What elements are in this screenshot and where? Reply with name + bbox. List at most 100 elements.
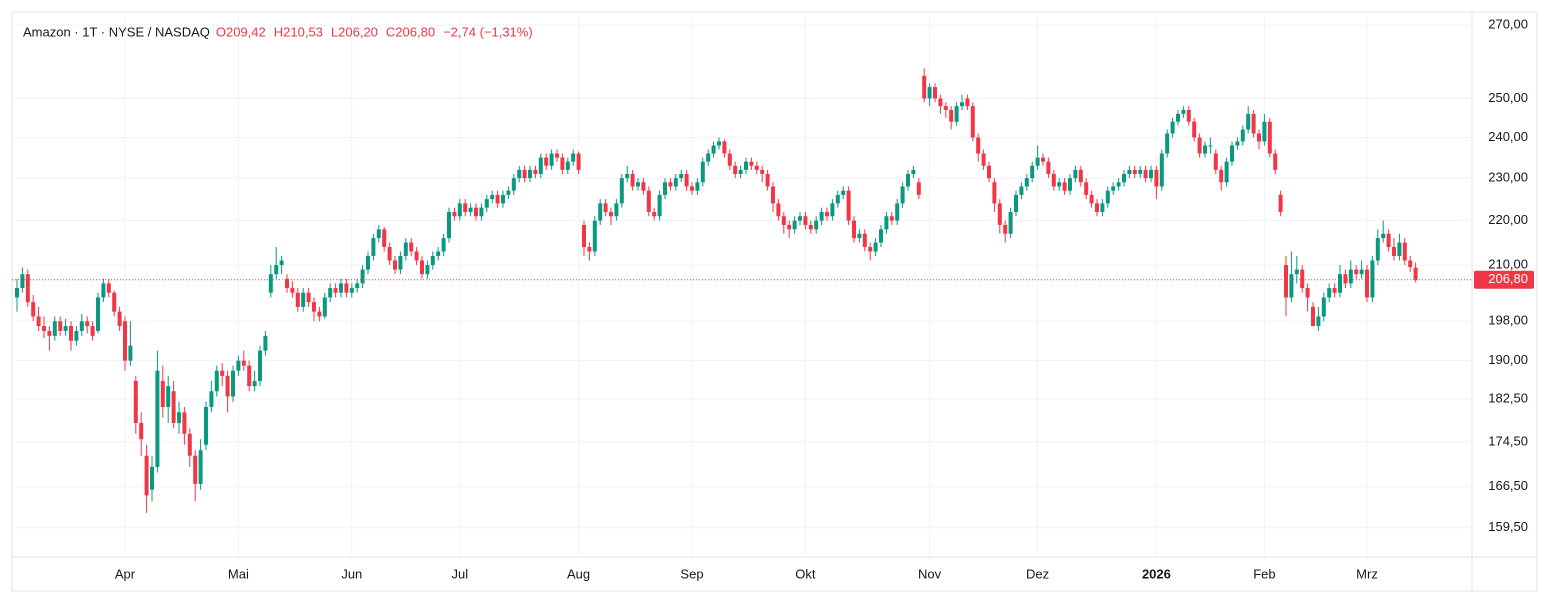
candle-body [652, 211, 657, 217]
candle-body [425, 265, 430, 275]
candle-body [673, 178, 678, 187]
candle-body [1035, 157, 1040, 166]
candle-body [711, 145, 716, 154]
candle-body [636, 182, 640, 187]
candle-body [501, 194, 505, 204]
candle-body [684, 173, 689, 187]
candle-body [862, 233, 867, 248]
candle-body [933, 87, 937, 99]
candle-body [1338, 274, 1342, 293]
candle-body [555, 153, 559, 158]
candle-body [1170, 121, 1175, 134]
x-tick-label: 2026 [1142, 566, 1171, 581]
candle-body [1316, 316, 1321, 327]
candle-body [123, 321, 127, 361]
candle-body [1284, 265, 1288, 298]
candle-body [587, 247, 592, 252]
candle-body [598, 203, 603, 221]
candle-body [495, 194, 500, 204]
candle-body [565, 161, 570, 170]
candle-body [906, 173, 910, 187]
candle-body [1019, 186, 1024, 195]
y-tick-label: 220,00 [1488, 212, 1528, 227]
candle-body [112, 292, 117, 312]
candle-body [1116, 182, 1121, 187]
candle-body [868, 247, 873, 252]
candle-body [457, 203, 462, 217]
last-price-label: 206,80 [1488, 271, 1528, 286]
candle-body [614, 203, 619, 217]
candle-body [1078, 169, 1083, 183]
candle-body [355, 283, 360, 289]
candle-body [679, 173, 684, 179]
candle-body [1224, 161, 1229, 183]
candle-body [960, 102, 964, 107]
candle-body [1354, 269, 1359, 275]
candle-body [1262, 121, 1267, 142]
candle-body [879, 229, 883, 243]
frame [11, 11, 1538, 592]
candle-body [1143, 169, 1148, 179]
chart-title: Amazon · 1T · NYSE / NASDAQ [23, 24, 210, 39]
y-tick-label: 159,50 [1488, 519, 1528, 534]
candle-body [938, 98, 943, 107]
candle-body [1041, 157, 1045, 162]
candle-body [668, 182, 673, 187]
candle-body [133, 380, 138, 423]
candle-body [106, 283, 111, 293]
candle-body [393, 260, 397, 270]
x-tick-label: Aug [567, 566, 590, 581]
candle-body [798, 216, 802, 221]
candle-body [722, 141, 727, 154]
candle-body [1197, 137, 1202, 154]
candle-body [409, 242, 414, 252]
candle-body [1105, 190, 1110, 204]
candle-body [582, 224, 586, 248]
candle-body [268, 274, 273, 293]
candle-body [371, 238, 376, 256]
candle-body [15, 288, 19, 298]
candle-body [1359, 269, 1364, 275]
candle-body [592, 220, 597, 252]
y-tick-label: 250,00 [1488, 90, 1528, 105]
candle-body [479, 207, 484, 217]
x-tick-label: Jul [451, 566, 468, 581]
candle-body [1046, 161, 1051, 174]
candle-body [900, 186, 905, 204]
candle-body [247, 365, 252, 387]
x-tick-label: Dez [1026, 566, 1049, 581]
candle-body [306, 292, 311, 303]
candle-body [1375, 238, 1380, 261]
candle-body [1100, 203, 1105, 212]
candle-body [414, 251, 419, 261]
candle-body [1089, 194, 1094, 204]
candle-body [1003, 224, 1008, 234]
y-tick-label: 230,00 [1488, 170, 1528, 185]
candle-body [976, 137, 981, 154]
candle-body [1311, 306, 1315, 327]
candle-body [528, 169, 532, 179]
candle-body [1073, 169, 1078, 179]
candle-body [825, 211, 829, 217]
candle-body [144, 455, 149, 496]
candle-body [1127, 169, 1132, 174]
y-tick-label: 210,00 [1488, 256, 1528, 271]
candle-body [1014, 194, 1018, 212]
candle-body [1294, 269, 1299, 275]
candle-body [328, 288, 333, 298]
x-tick-label: Sep [680, 566, 703, 581]
candle-body [538, 157, 543, 174]
y-tick-label: 166,50 [1488, 478, 1528, 493]
candle-body [1343, 274, 1348, 284]
candle-body [943, 106, 948, 111]
candle-body [279, 260, 284, 266]
candle-body [252, 380, 257, 387]
y-tick-label: 240,00 [1488, 129, 1528, 144]
candle-body [765, 173, 770, 187]
candle-body [452, 211, 457, 217]
candle-body [754, 165, 759, 170]
candle-body [830, 203, 835, 217]
candle-body [85, 321, 90, 327]
candle-body [117, 311, 122, 327]
